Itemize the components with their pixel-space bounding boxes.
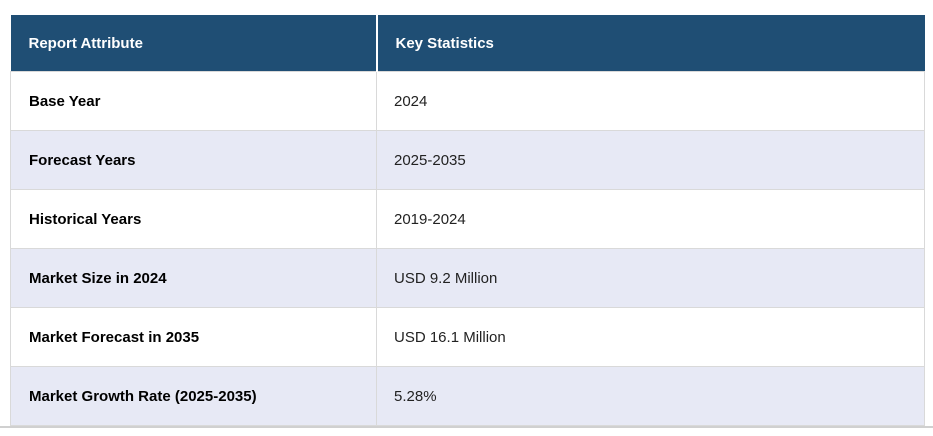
value-cell-forecast-years: 2025-2035 xyxy=(376,130,925,190)
table-row: Base Year 2024 xyxy=(10,71,925,131)
table-row: Historical Years 2019-2024 xyxy=(10,189,925,249)
table-row: Market Growth Rate (2025-2035) 5.28% xyxy=(10,366,925,426)
value-cell-historical-years: 2019-2024 xyxy=(376,189,925,249)
attribute-cell-market-size: Market Size in 2024 xyxy=(10,248,377,308)
table-row: Market Forecast in 2035 USD 16.1 Million xyxy=(10,307,925,367)
value-cell-market-forecast: USD 16.1 Million xyxy=(376,307,925,367)
table-row: Forecast Years 2025-2035 xyxy=(10,130,925,190)
header-cell-report-attribute: Report Attribute xyxy=(10,15,378,72)
report-attributes-table: Report Attribute Key Statistics Base Yea… xyxy=(10,15,925,426)
bottom-divider xyxy=(0,426,933,428)
table-row: Market Size in 2024 USD 9.2 Million xyxy=(10,248,925,308)
value-cell-market-size: USD 9.2 Million xyxy=(376,248,925,308)
attribute-cell-base-year: Base Year xyxy=(10,71,377,131)
attribute-cell-market-forecast: Market Forecast in 2035 xyxy=(10,307,377,367)
attribute-cell-growth-rate: Market Growth Rate (2025-2035) xyxy=(10,366,377,426)
attribute-cell-historical-years: Historical Years xyxy=(10,189,377,249)
value-cell-base-year: 2024 xyxy=(376,71,925,131)
value-cell-growth-rate: 5.28% xyxy=(376,366,925,426)
header-cell-key-statistics: Key Statistics xyxy=(376,15,925,72)
attribute-cell-forecast-years: Forecast Years xyxy=(10,130,377,190)
header-row: Report Attribute Key Statistics xyxy=(10,15,925,72)
